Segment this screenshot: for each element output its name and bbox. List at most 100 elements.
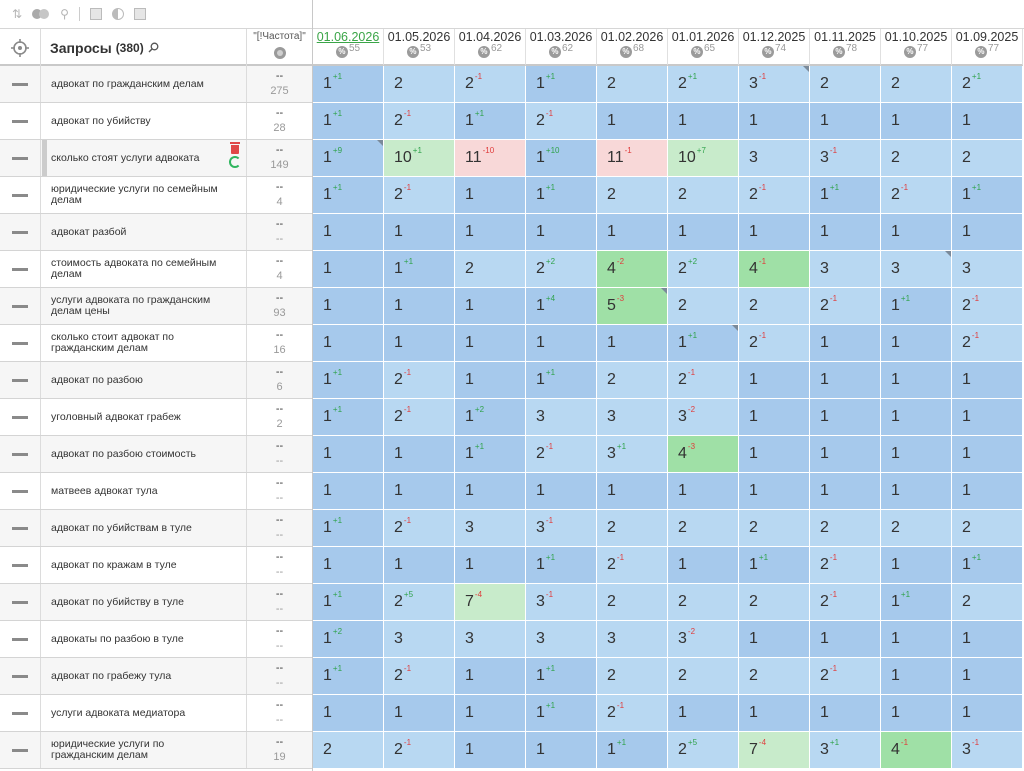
row-handle[interactable] xyxy=(0,584,41,620)
position-cell[interactable]: 2 xyxy=(455,251,526,288)
position-cell[interactable]: 3-1 xyxy=(810,140,881,177)
query-text[interactable]: юридические услуги по семейным делам xyxy=(42,177,246,213)
position-cell[interactable]: 1 xyxy=(455,214,526,251)
position-cell[interactable]: 2 xyxy=(668,658,739,695)
position-cell[interactable]: 2 xyxy=(597,658,668,695)
position-cell[interactable]: 1 xyxy=(810,214,881,251)
position-cell[interactable]: 1+1 xyxy=(526,66,597,103)
query-text[interactable]: адвокат по разбою стоимость xyxy=(42,436,246,472)
row-handle[interactable] xyxy=(0,177,41,213)
position-cell[interactable]: 2 xyxy=(668,288,739,325)
position-cell[interactable]: 1 xyxy=(384,214,455,251)
query-text[interactable]: услуги адвоката медиатора xyxy=(42,695,246,731)
position-cell[interactable]: 1+1 xyxy=(526,695,597,732)
position-cell[interactable]: 2 xyxy=(668,584,739,621)
position-cell[interactable]: 3 xyxy=(881,251,952,288)
position-cell[interactable]: 1+1 xyxy=(526,658,597,695)
date-column-header[interactable]: 01.12.2025% 74 xyxy=(739,29,810,66)
position-cell[interactable]: 1 xyxy=(810,103,881,140)
position-cell[interactable]: 1 xyxy=(668,214,739,251)
row-handle[interactable] xyxy=(0,621,41,657)
position-cell[interactable]: 1 xyxy=(455,362,526,399)
query-row[interactable]: адвокат по разбою стоимость -- -- xyxy=(0,436,312,473)
sort-icon[interactable]: ⇅ xyxy=(12,7,23,21)
date-label[interactable]: 01.05.2026 xyxy=(387,30,451,44)
position-cell[interactable]: 1 xyxy=(881,695,952,732)
position-cell[interactable]: 1 xyxy=(668,103,739,140)
date-label[interactable]: 01.04.2026 xyxy=(458,30,522,44)
position-cell[interactable]: 1 xyxy=(952,362,1023,399)
position-cell[interactable]: 1+1 xyxy=(313,399,384,436)
position-cell[interactable]: 1+1 xyxy=(597,732,668,769)
query-text[interactable]: уголовный адвокат грабеж xyxy=(42,399,246,435)
position-cell[interactable]: 1 xyxy=(597,325,668,362)
date-column-header[interactable]: 01.10.2025% 77 xyxy=(881,29,952,66)
position-cell[interactable]: 1 xyxy=(597,473,668,510)
position-cell[interactable]: 1+1 xyxy=(384,251,455,288)
position-cell[interactable]: 1 xyxy=(881,658,952,695)
position-cell[interactable]: 2-1 xyxy=(384,732,455,769)
position-cell[interactable]: 3-1 xyxy=(526,584,597,621)
position-cell[interactable]: 1 xyxy=(526,214,597,251)
position-cell[interactable]: 2-1 xyxy=(668,362,739,399)
position-cell[interactable]: 1 xyxy=(526,732,597,769)
position-cell[interactable]: 1 xyxy=(668,695,739,732)
position-cell[interactable]: 1 xyxy=(313,473,384,510)
row-handle[interactable] xyxy=(0,399,41,435)
position-cell[interactable]: 2 xyxy=(739,288,810,325)
query-row[interactable]: матвеев адвокат тула -- -- xyxy=(0,473,312,510)
position-cell[interactable]: 5-3 xyxy=(597,288,668,325)
row-handle[interactable] xyxy=(0,362,41,398)
position-cell[interactable]: 3-1 xyxy=(952,732,1023,769)
date-column-header[interactable]: 01.05.2026% 53 xyxy=(384,29,455,66)
position-cell[interactable]: 2 xyxy=(668,177,739,214)
query-row[interactable]: сколько стоит адвокат по гражданским дел… xyxy=(0,325,312,362)
position-cell[interactable]: 1+1 xyxy=(881,584,952,621)
position-cell[interactable]: 1 xyxy=(313,436,384,473)
position-cell[interactable]: 2-1 xyxy=(952,325,1023,362)
position-cell[interactable]: 2 xyxy=(881,510,952,547)
query-text[interactable]: адвокат по кражам в туле xyxy=(42,547,246,583)
query-text[interactable]: адвокат по убийству в туле xyxy=(42,584,246,620)
position-cell[interactable]: 2+1 xyxy=(952,66,1023,103)
position-cell[interactable]: 1 xyxy=(384,436,455,473)
query-text[interactable]: адвокат по разбою xyxy=(42,362,246,398)
position-cell[interactable]: 3 xyxy=(455,621,526,658)
date-label[interactable]: 01.06.2026 xyxy=(316,30,380,44)
row-handle[interactable] xyxy=(0,436,41,472)
query-text[interactable]: адвокат по гражданским делам xyxy=(42,66,246,102)
position-cell[interactable]: 1+1 xyxy=(952,547,1023,584)
position-cell[interactable]: 4-1 xyxy=(881,732,952,769)
query-text[interactable]: стоимость адвоката по семейным делам xyxy=(42,251,246,287)
date-column-header[interactable]: 01.02.2026% 68 xyxy=(597,29,668,66)
query-row[interactable]: адвокат по грабежу тула -- -- xyxy=(0,658,312,695)
position-cell[interactable]: 1 xyxy=(881,214,952,251)
position-cell[interactable]: 3 xyxy=(810,251,881,288)
position-cell[interactable]: 1+10 xyxy=(526,140,597,177)
position-cell[interactable]: 1 xyxy=(881,362,952,399)
position-cell[interactable]: 1 xyxy=(313,251,384,288)
position-cell[interactable]: 2-1 xyxy=(384,510,455,547)
position-cell[interactable]: 2 xyxy=(384,66,455,103)
frequency-column-header[interactable]: "[!Частота]" xyxy=(246,29,312,66)
target-icon[interactable] xyxy=(0,29,41,66)
position-cell[interactable]: 1 xyxy=(739,103,810,140)
query-text[interactable]: адвокат по убийствам в туле xyxy=(42,510,246,546)
position-cell[interactable]: 2-1 xyxy=(384,658,455,695)
row-handle[interactable] xyxy=(0,325,41,361)
position-cell[interactable]: 2 xyxy=(810,510,881,547)
position-cell[interactable]: 1 xyxy=(810,362,881,399)
position-cell[interactable]: 1+1 xyxy=(526,362,597,399)
row-handle[interactable] xyxy=(0,251,41,287)
position-cell[interactable]: 1 xyxy=(739,214,810,251)
date-label[interactable]: 01.03.2026 xyxy=(529,30,593,44)
position-cell[interactable]: 1+9 xyxy=(313,140,384,177)
position-cell[interactable]: 1 xyxy=(810,473,881,510)
position-cell[interactable]: 1+1 xyxy=(313,510,384,547)
position-cell[interactable]: 1 xyxy=(384,325,455,362)
position-cell[interactable]: 1 xyxy=(455,547,526,584)
query-text[interactable]: сколько стоит адвокат по гражданским дел… xyxy=(42,325,246,361)
query-text[interactable]: матвеев адвокат тула xyxy=(42,473,246,509)
position-cell[interactable]: 1+1 xyxy=(455,103,526,140)
trash-icon[interactable] xyxy=(230,142,240,154)
